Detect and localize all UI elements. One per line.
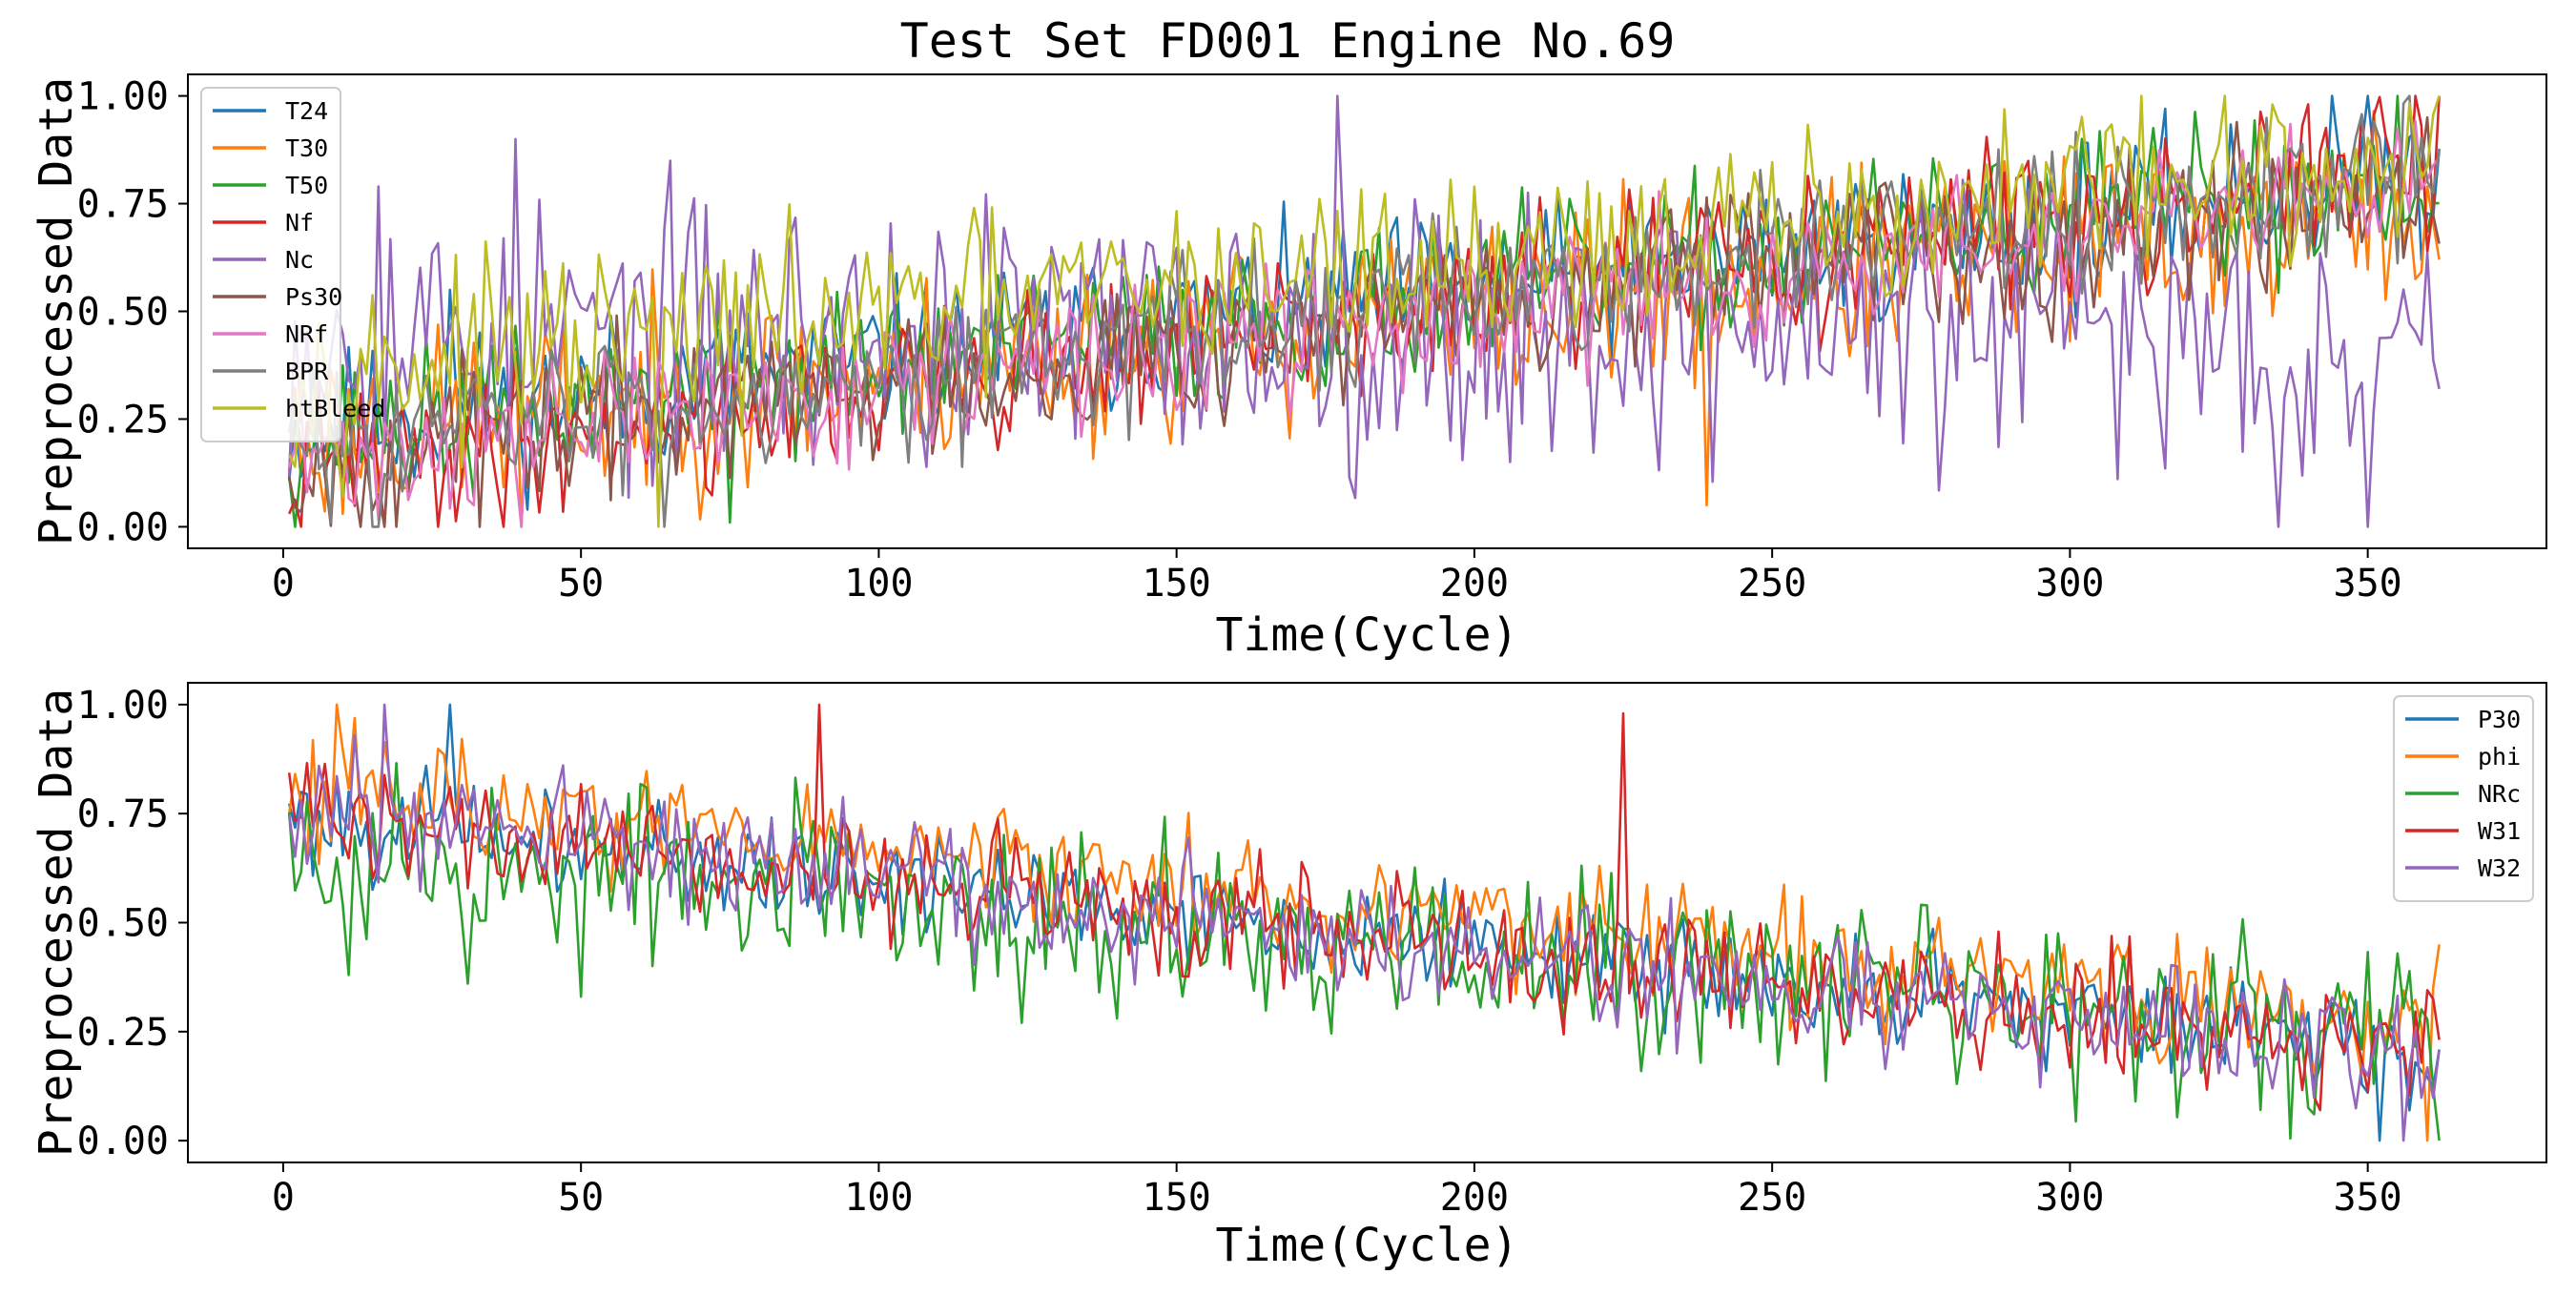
x-tick-label: 200	[1440, 562, 1509, 606]
legend-label-htbleed: htBleed	[285, 395, 385, 422]
bottom-panel: 0 50 100 150 200 250 300 350 0.00 0.25 0.50 0.75 1.0…	[30, 682, 2547, 1272]
y-tick-label: 0.50	[77, 291, 169, 335]
bottom-panel-y-axis-label: Preprocessed Data	[30, 689, 83, 1157]
y-tick-label: 0.75	[77, 183, 169, 227]
series-line-w32	[287, 703, 2441, 1142]
legend-label-w31: W31	[2478, 817, 2521, 845]
top-panel-x-axis-label: Time(Cycle)	[1216, 608, 1519, 662]
x-tick-label: 350	[2334, 1176, 2402, 1220]
legend-label-t50: T50	[285, 172, 328, 199]
x-tick-label: 100	[844, 562, 913, 606]
x-tick-label: 150	[1143, 1176, 1211, 1220]
y-tick-label: 1.00	[77, 75, 169, 119]
x-tick-label: 50	[558, 1176, 604, 1220]
legend-label-nc: Nc	[285, 246, 314, 274]
bottom-panel-legend: P30 phi NRc W31 W32	[2393, 695, 2534, 902]
top-panel-legend: T24 T30 T50 Nf Nc Ps30 NRf BPR htBleed	[200, 87, 385, 442]
series-line-bpr	[287, 94, 2441, 528]
legend-label-bpr: BPR	[285, 358, 329, 385]
legend-label-p30: P30	[2478, 706, 2521, 733]
y-tick-label: 0.00	[77, 505, 169, 549]
x-tick-label: 300	[2035, 1176, 2104, 1220]
bottom-panel-series-lines	[287, 703, 2441, 1142]
top-panel-series-lines	[287, 94, 2441, 528]
legend-label-nrf: NRf	[285, 320, 328, 348]
chart-title: Test Set FD001 Engine No.69	[900, 13, 1676, 69]
legend-label-w32: W32	[2478, 854, 2521, 882]
legend-label-t24: T24	[285, 97, 328, 125]
y-tick-label: 0.00	[77, 1120, 169, 1163]
y-tick-label: 0.50	[77, 902, 169, 946]
top-panel: 0 50 100 150 200 250 300 350 0.00 0.25 0.50 0.75 1.0…	[30, 73, 2547, 662]
x-tick-label: 350	[2334, 562, 2402, 606]
y-tick-label: 0.25	[77, 1011, 169, 1055]
x-tick-label: 0	[272, 562, 295, 606]
top-panel-y-axis-label: Preprocessed Data	[30, 77, 83, 545]
y-tick-label: 0.75	[77, 792, 169, 836]
x-tick-label: 100	[844, 1176, 913, 1220]
series-line-htbleed	[288, 94, 2441, 528]
x-tick-label: 0	[272, 1176, 295, 1220]
x-tick-label: 250	[1738, 1176, 1806, 1220]
legend-label-t30: T30	[285, 134, 328, 162]
legend-box	[2393, 695, 2534, 902]
bottom-panel-x-axis-label: Time(Cycle)	[1216, 1219, 1519, 1272]
series-line-w31	[287, 703, 2441, 1112]
series-line-phi	[287, 703, 2441, 1142]
x-tick-label: 300	[2035, 562, 2104, 606]
legend-label-ps30: Ps30	[285, 283, 342, 311]
x-tick-label: 250	[1738, 562, 1806, 606]
x-tick-label: 200	[1440, 1176, 1509, 1220]
y-tick-label: 0.25	[77, 398, 169, 442]
x-tick-label: 150	[1143, 562, 1211, 606]
x-tick-label: 50	[558, 562, 604, 606]
legend-label-nrc: NRc	[2478, 780, 2521, 808]
y-tick-label: 1.00	[77, 684, 169, 728]
legend-label-nf: Nf	[285, 209, 314, 236]
legend-box	[200, 87, 341, 442]
legend-label-phi: phi	[2478, 743, 2521, 771]
